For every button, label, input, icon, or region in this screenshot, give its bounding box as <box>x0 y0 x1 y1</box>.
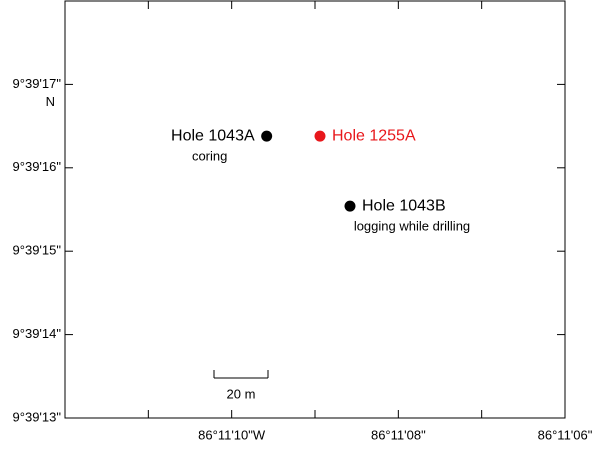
hole-marker <box>261 130 273 142</box>
x-tick-label: 86°11'10"W <box>198 427 266 442</box>
hole-note: logging while drilling <box>354 219 470 234</box>
hole-note: coring <box>192 149 227 164</box>
y-tick-label: 9°39'15" <box>13 243 62 258</box>
hole-marker <box>344 200 356 212</box>
x-tick-label: 86°11'06" <box>538 427 593 442</box>
y-tick-label: 9°39'14" <box>13 326 62 341</box>
plot-frame <box>64 0 566 419</box>
hole-label: Hole 1255A <box>332 127 416 144</box>
y-note: N <box>46 94 55 109</box>
hole-label: Hole 1043B <box>362 197 446 214</box>
y-tick-label: 9°39'16" <box>13 159 62 174</box>
hole-marker <box>314 130 326 142</box>
scale-label: 20 m <box>227 386 256 401</box>
y-tick-label: 9°39'17" <box>13 76 62 91</box>
y-tick-label: 9°39'13" <box>13 409 62 424</box>
x-tick-label: 86°11'08" <box>371 427 426 442</box>
hole-label: Hole 1043A <box>171 127 255 144</box>
